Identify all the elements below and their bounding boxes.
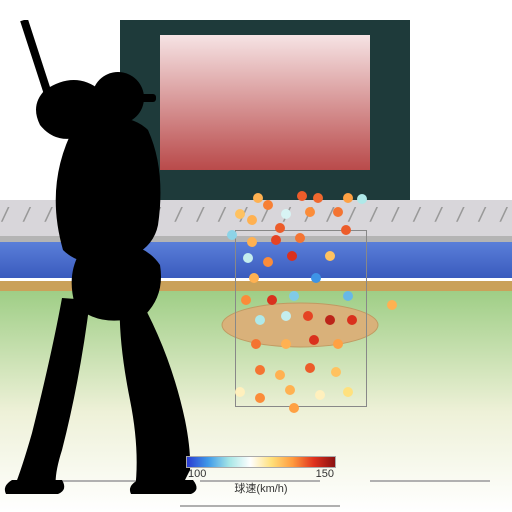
pitch-dot xyxy=(241,295,251,305)
colorbar-tick-max: 150 xyxy=(316,468,334,480)
pitch-dot xyxy=(251,339,261,349)
pitch-dot xyxy=(289,403,299,413)
pitch-dot xyxy=(253,193,263,203)
pitch-dot xyxy=(247,237,257,247)
pitch-dot xyxy=(343,387,353,397)
pitch-dot xyxy=(289,291,299,301)
pitch-dot xyxy=(305,207,315,217)
batter-silhouette xyxy=(0,20,240,495)
pitch-dot xyxy=(263,200,273,210)
pitch-dot xyxy=(325,315,335,325)
pitch-dot xyxy=(281,339,291,349)
pitch-dot xyxy=(285,385,295,395)
pitch-dot xyxy=(357,194,367,204)
pitch-dot xyxy=(247,215,257,225)
pitch-dot xyxy=(243,253,253,263)
pitch-dot xyxy=(255,315,265,325)
pitch-dot xyxy=(303,311,313,321)
pitch-dot xyxy=(313,193,323,203)
colorbar-tick-min: 100 xyxy=(188,468,206,480)
pitch-dot xyxy=(297,191,307,201)
pitch-dot xyxy=(305,363,315,373)
pitch-dot xyxy=(309,335,319,345)
speed-colorbar-legend: 100 150 球速(km/h) xyxy=(186,456,336,496)
pitch-dot xyxy=(347,315,357,325)
pitch-dot xyxy=(255,365,265,375)
pitch-dot xyxy=(295,233,305,243)
pitch-dot xyxy=(331,367,341,377)
pitch-dot xyxy=(333,207,343,217)
colorbar xyxy=(186,456,336,468)
pitch-dot xyxy=(315,390,325,400)
pitch-dot xyxy=(341,225,351,235)
pitch-dot xyxy=(263,257,273,267)
pitch-dot xyxy=(387,300,397,310)
pitch-dot xyxy=(249,273,259,283)
pitch-dot xyxy=(311,273,321,283)
pitch-dot xyxy=(281,311,291,321)
pitch-dot xyxy=(255,393,265,403)
pitch-dot xyxy=(287,251,297,261)
pitch-dot xyxy=(271,235,281,245)
colorbar-label: 球速(km/h) xyxy=(186,480,336,496)
pitch-location-chart: / / / / / / / / / / / / / / / / / / / / … xyxy=(0,0,512,512)
pitch-dot xyxy=(325,251,335,261)
pitch-dot xyxy=(267,295,277,305)
pitch-dot xyxy=(275,370,285,380)
pitch-dot xyxy=(343,291,353,301)
pitch-dot xyxy=(333,339,343,349)
pitch-dot xyxy=(275,223,285,233)
pitch-dot xyxy=(343,193,353,203)
pitch-dot xyxy=(281,209,291,219)
